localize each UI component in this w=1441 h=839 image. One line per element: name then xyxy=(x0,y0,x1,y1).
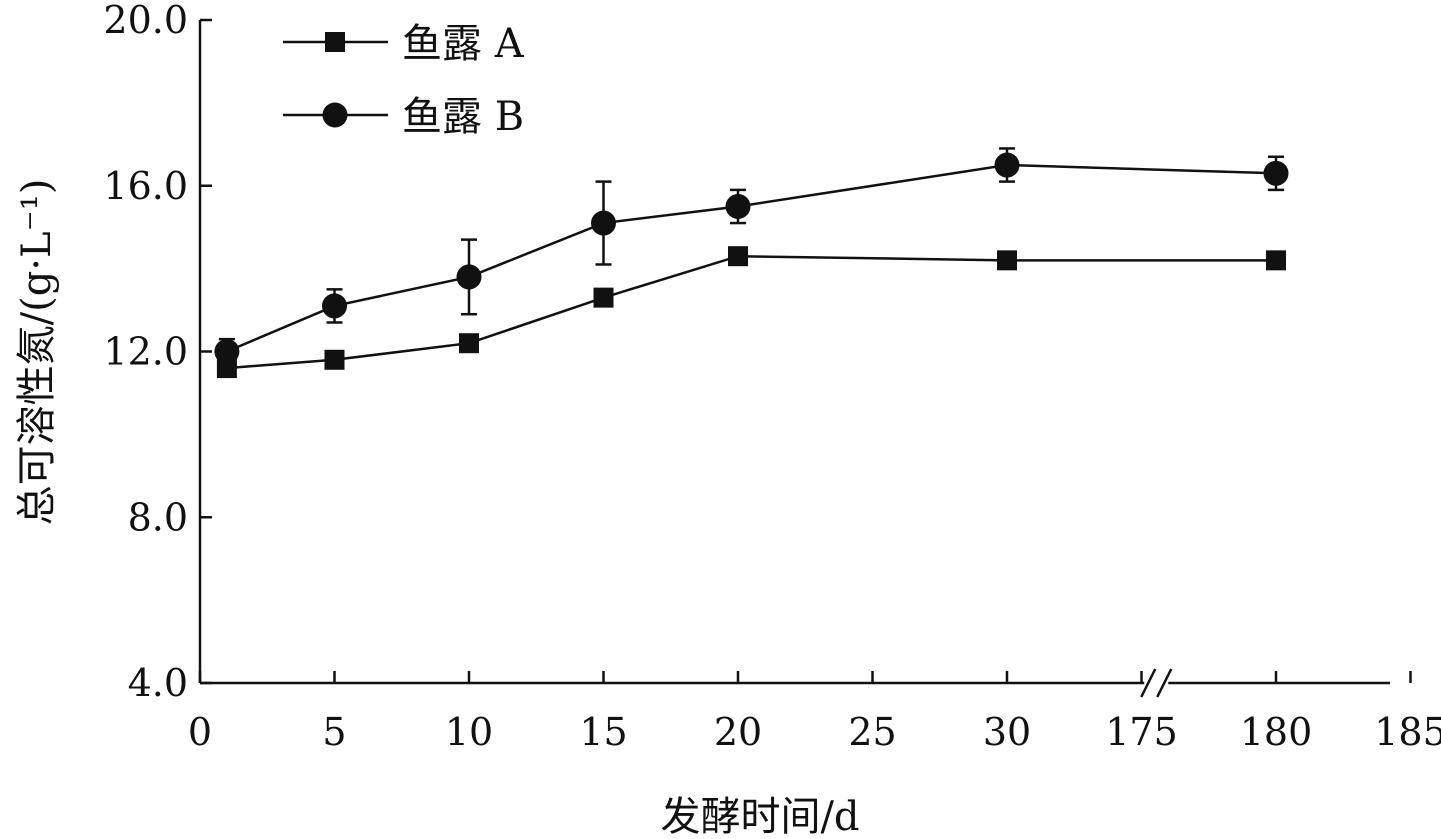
axis-break-mark xyxy=(1140,668,1157,698)
data-point xyxy=(591,210,616,236)
data-point xyxy=(324,349,345,370)
axes: 4.0 8.0 12.0 16.0 20.0 0 5 10 15 20 25 30 175 180 185 xyxy=(103,0,1441,754)
x-tick-label: 5 xyxy=(322,710,346,754)
legend-label: 鱼露 A xyxy=(402,21,525,67)
x-tick-label: 25 xyxy=(848,710,896,754)
data-point xyxy=(1263,160,1289,186)
axis-break-mark xyxy=(1156,668,1173,698)
y-tick-label: 8.0 xyxy=(128,495,188,539)
data-point xyxy=(1266,250,1286,271)
x-tick-label: 180 xyxy=(1240,710,1313,754)
x-tick-label: 185 xyxy=(1374,710,1441,754)
data-point xyxy=(214,339,240,364)
y-tick-label: 12.0 xyxy=(103,330,188,374)
x-tick-label: 175 xyxy=(1105,710,1178,754)
data-point xyxy=(997,250,1017,271)
x-tick-label: 30 xyxy=(983,710,1031,754)
x-tick-label: 10 xyxy=(445,710,493,754)
y-tick-label: 16.0 xyxy=(103,164,188,208)
legend-item: 鱼露 B xyxy=(283,94,524,140)
series-line xyxy=(226,254,1276,370)
data-point xyxy=(456,264,482,290)
data-point xyxy=(322,293,347,319)
data-point xyxy=(728,246,748,267)
data-point xyxy=(459,333,479,354)
series-line xyxy=(226,163,1277,353)
data-point xyxy=(994,152,1020,178)
data-point xyxy=(593,287,614,308)
data-point xyxy=(725,193,751,219)
legend-marker xyxy=(322,102,348,128)
y-axis-title: 总可溶性氮/(g·L⁻¹) xyxy=(14,179,60,526)
series-b xyxy=(214,147,1289,366)
legend: 鱼露 A 鱼露 B xyxy=(283,21,525,140)
x-axis-title: 发酵时间/d xyxy=(660,794,859,839)
series-layer xyxy=(214,147,1289,379)
legend-label: 鱼露 B xyxy=(402,94,524,140)
legend-marker xyxy=(325,32,345,52)
x-tick-label: 0 xyxy=(188,710,212,754)
y-tick-label: 4.0 xyxy=(128,661,188,705)
x-tick-label: 20 xyxy=(714,710,762,754)
y-tick-label: 20.0 xyxy=(103,0,188,42)
legend-item: 鱼露 A xyxy=(283,21,525,67)
series-a xyxy=(216,246,1286,379)
x-tick-label: 15 xyxy=(579,710,627,754)
